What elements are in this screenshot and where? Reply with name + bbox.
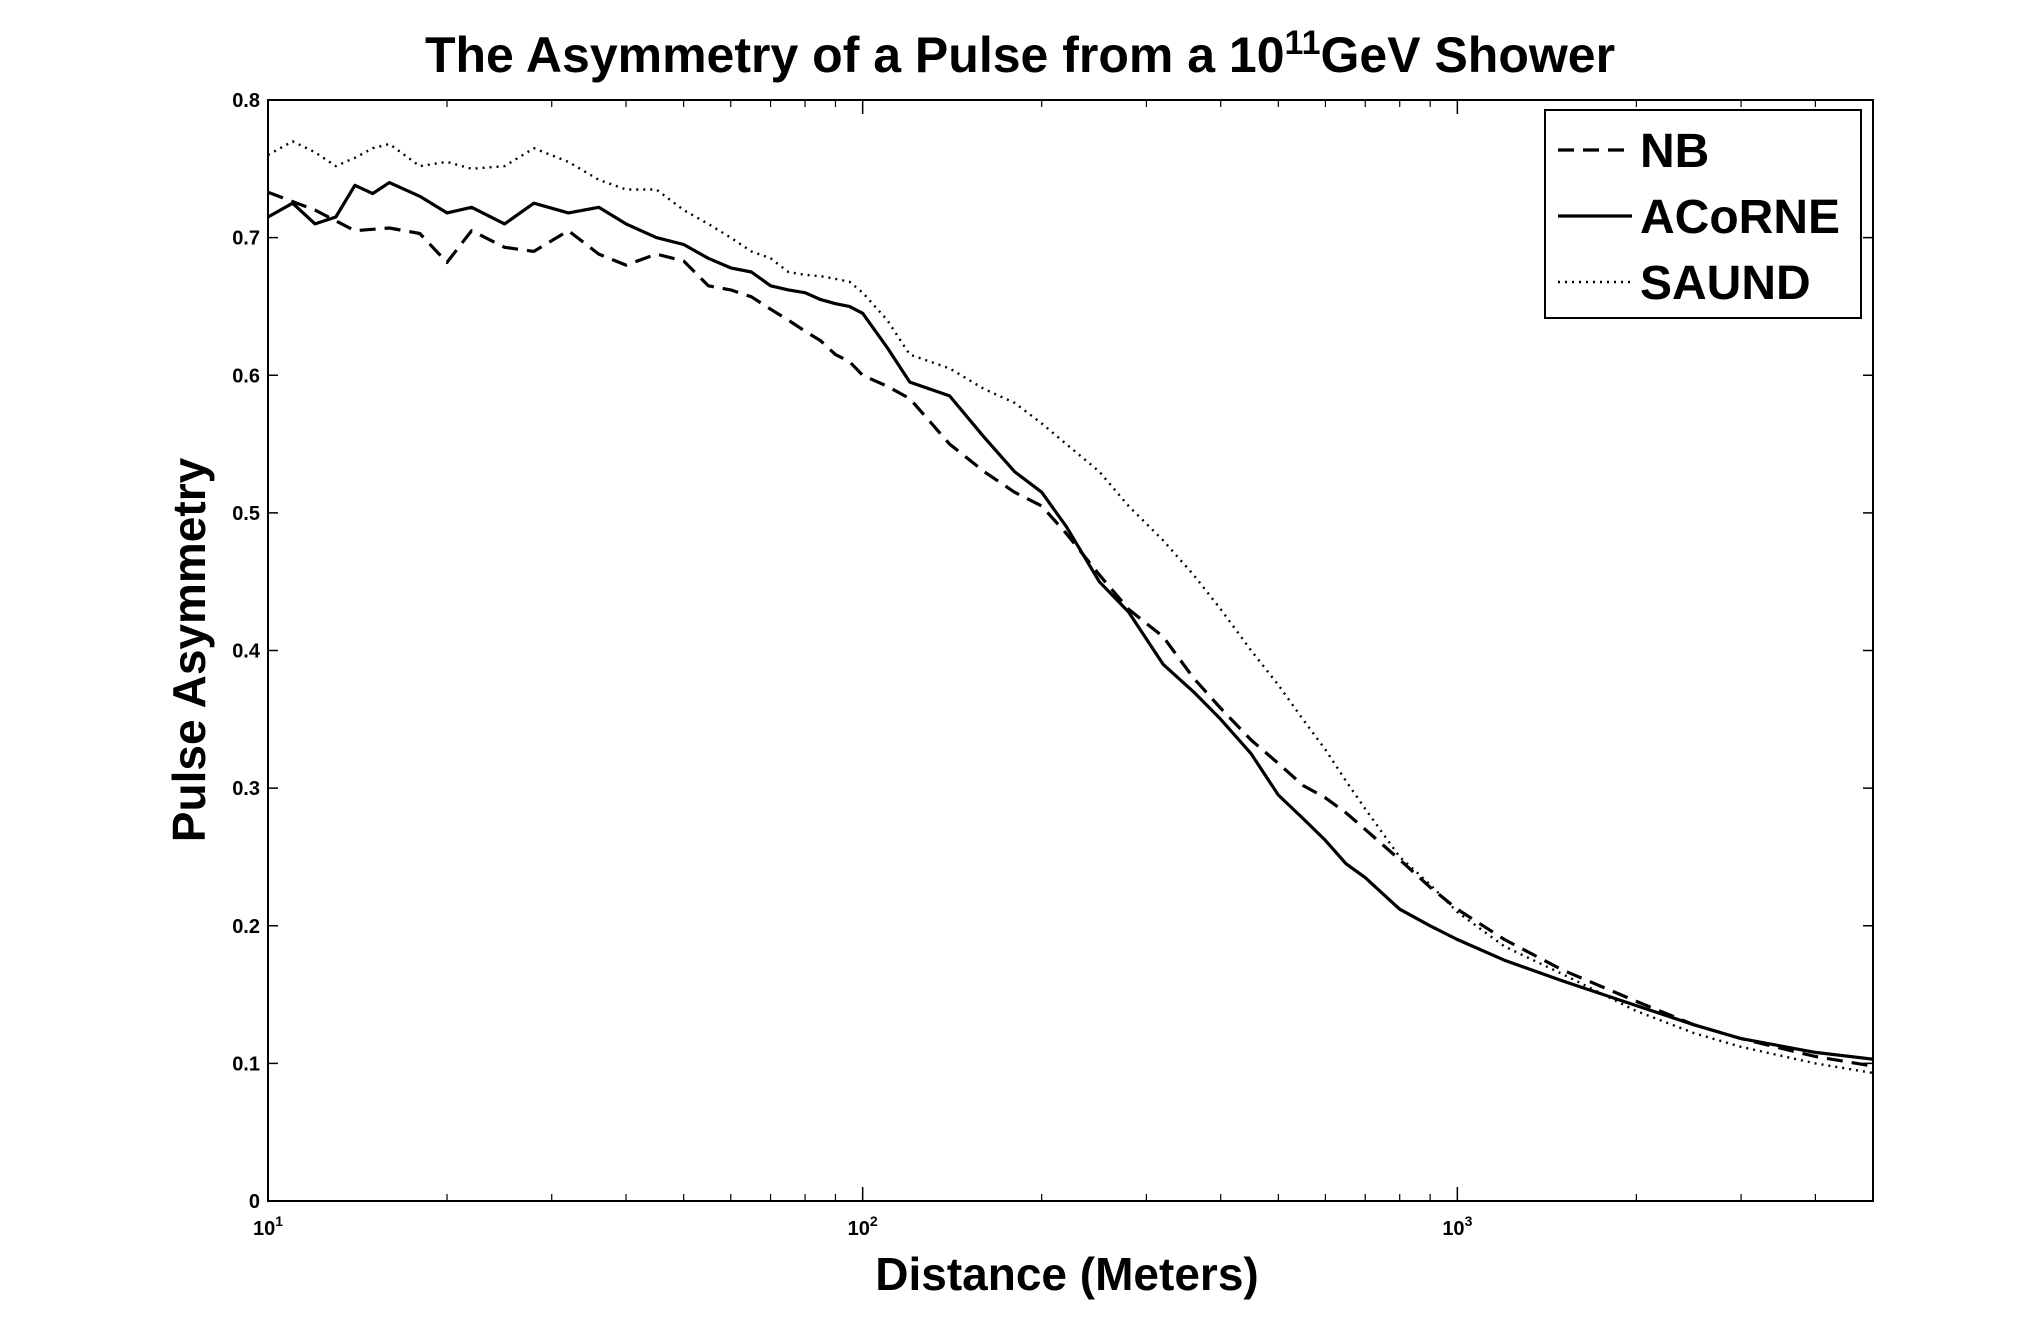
series-layer [267,140,1874,1075]
x-tick-label: 103 [1442,1213,1472,1240]
chart-title-tail: GeV Shower [1321,27,1616,83]
x-tick-label-base: 10 [253,1218,275,1240]
x-tick-label-exponent: 1 [275,1213,283,1229]
y-tick-label: 0.1 [232,1053,260,1075]
chart-title: The Asymmetry of a Pulse from a 1011GeV … [425,24,1615,83]
chart-title-superscript: 11 [1285,24,1321,62]
legend-label-acorne: ACoRNE [1640,191,1840,244]
x-tick-label-exponent: 3 [1465,1213,1473,1229]
legend-box [1544,109,1862,319]
x-axis: 101 102 103 [253,100,1874,1240]
y-tick-label: 0 [249,1191,260,1213]
chart-title-main: The Asymmetry of a Pulse from a 10 [425,27,1285,83]
legend-label-nb: NB [1640,125,1709,178]
y-tick-label: 0.8 [232,90,260,112]
y-axis: 0 0.1 0.2 0.3 0.4 0.5 0.6 0.7 0.8 [232,90,1873,1213]
y-tick-label: 0.3 [232,778,260,800]
y-tick-label: 0.4 [232,641,261,663]
y-tick-label: 0.7 [232,228,260,250]
x-tick-label-exponent: 2 [870,1213,878,1229]
x-axis-label: Distance (Meters) [875,1248,1258,1300]
y-tick-label: 0.6 [232,365,260,387]
x-tick-label-base: 10 [1442,1218,1464,1240]
series-line-nb [267,190,1874,1068]
x-tick-label-base: 10 [848,1218,870,1240]
series-line-acorne [267,181,1874,1061]
x-tick-label: 101 [253,1213,283,1240]
legend: NB ACoRNE SAUND [1544,109,1862,319]
y-axis-label: Pulse Asymmetry [163,457,215,842]
y-tick-label: 0.5 [232,503,260,525]
x-tick-label: 102 [848,1213,878,1240]
y-tick-label: 0.2 [232,916,260,938]
legend-label-saund: SAUND [1640,257,1811,310]
